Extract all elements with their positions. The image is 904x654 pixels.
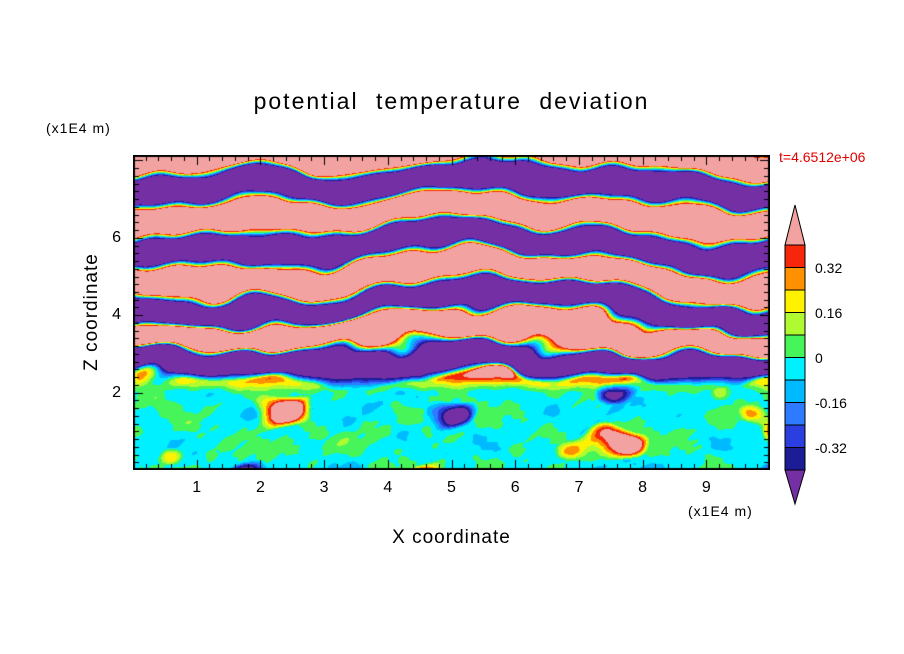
z-tick-label: 2 — [112, 383, 121, 401]
x-tick-label: 2 — [255, 479, 265, 496]
x-tick-label: 3 — [319, 479, 329, 496]
x-tick-label: 6 — [510, 479, 520, 496]
x-tick-label: 8 — [638, 479, 648, 496]
colorbar-segment — [784, 424, 806, 448]
x-tick-label: 9 — [701, 479, 711, 496]
colorbar-over-arrow — [784, 204, 806, 246]
colorbar-segment — [784, 447, 806, 471]
x-tick-label: 5 — [447, 479, 456, 496]
colorbar-tick-label: 0 — [815, 349, 823, 366]
contour-field-canvas — [133, 155, 770, 470]
colorbar — [784, 204, 806, 506]
colorbar-tick-label: -0.16 — [815, 394, 847, 411]
colorbar-tick-label: -0.32 — [815, 439, 847, 456]
z-tick-label: 4 — [112, 306, 121, 324]
z-axis-unit-label: (x1E4 m) — [46, 120, 111, 136]
x-axis-title: X coordinate — [392, 527, 511, 548]
colorbar-segment — [784, 402, 806, 426]
colorbar-segment — [784, 244, 806, 268]
colorbar-segment — [784, 357, 806, 381]
x-tick-label: 7 — [574, 479, 584, 496]
x-tick-label: 1 — [192, 479, 202, 496]
x-tick-label: 4 — [383, 479, 393, 496]
colorbar-segment — [784, 289, 806, 313]
colorbar-segment — [784, 312, 806, 336]
colorbar-tick-label: 0.32 — [815, 259, 843, 276]
time-annotation: t=4.6512e+06 — [779, 149, 866, 165]
colorbar-segment — [784, 379, 806, 403]
colorbar-segment — [784, 334, 806, 358]
colorbar-segment — [784, 267, 806, 291]
z-axis-title: Z coordinate — [81, 253, 102, 371]
contour-plot-area — [133, 155, 770, 470]
x-axis-unit-label: (x1E4 m) — [688, 503, 753, 519]
colorbar-under-arrow — [784, 469, 806, 506]
chart-title: potential temperature deviation — [253, 88, 650, 114]
z-tick-label: 6 — [112, 228, 121, 246]
colorbar-tick-label: 0.16 — [815, 304, 843, 321]
